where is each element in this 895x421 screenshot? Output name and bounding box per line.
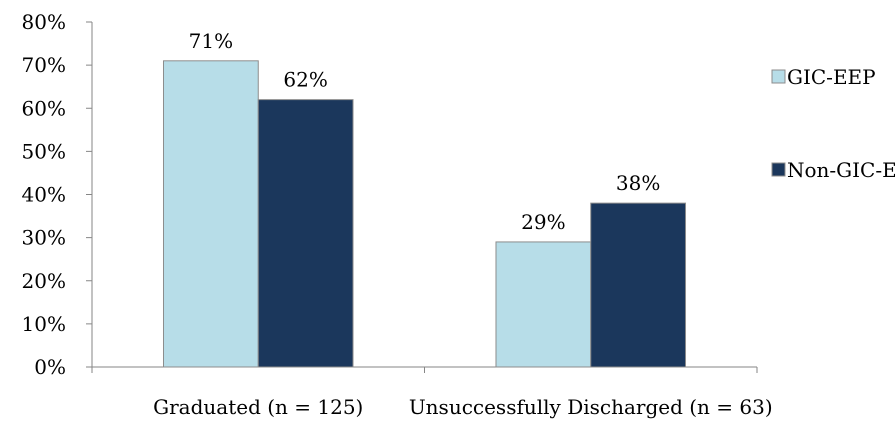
x-category-label: Graduated (n = 125)	[153, 395, 363, 419]
y-tick-label: 50%	[22, 139, 66, 163]
y-tick-label: 20%	[22, 269, 66, 293]
y-tick-label: 80%	[22, 10, 66, 34]
data-label: 62%	[283, 68, 327, 92]
bars	[162, 60, 687, 368]
y-tick-label: 60%	[22, 96, 66, 120]
data-labels: 71% 29% 62% 38%	[189, 29, 661, 234]
y-tick-label: 0%	[34, 355, 66, 379]
bar-gic-eep-1	[495, 241, 592, 368]
x-category-label: Unsuccessfully Discharged (n = 63)	[409, 395, 773, 419]
bar-non-gic-eep-1	[590, 202, 687, 368]
legend-swatch-non-gic-eep	[771, 162, 786, 177]
y-axis: 0% 10% 20% 30% 40% 50% 60% 70% 80%	[22, 10, 93, 379]
y-tick-label: 10%	[22, 312, 66, 336]
data-label: 71%	[189, 29, 233, 53]
y-tick-label: 40%	[22, 183, 66, 207]
legend-swatch-gic-eep	[771, 69, 786, 84]
data-label: 29%	[521, 210, 565, 234]
x-axis: Graduated (n = 125) Unsuccessfully Discha…	[91, 366, 773, 419]
y-tick-label: 70%	[22, 53, 66, 77]
legend: GIC-EEP Non-GIC-EEP	[771, 65, 895, 182]
legend-label-non-gic-eep: Non-GIC-EEP	[787, 158, 895, 182]
data-label: 38%	[616, 171, 660, 195]
y-tick-label: 30%	[22, 226, 66, 250]
bar-non-gic-eep-0	[257, 99, 354, 368]
legend-label-gic-eep: GIC-EEP	[787, 65, 876, 89]
bar-gic-eep-0	[162, 60, 259, 368]
